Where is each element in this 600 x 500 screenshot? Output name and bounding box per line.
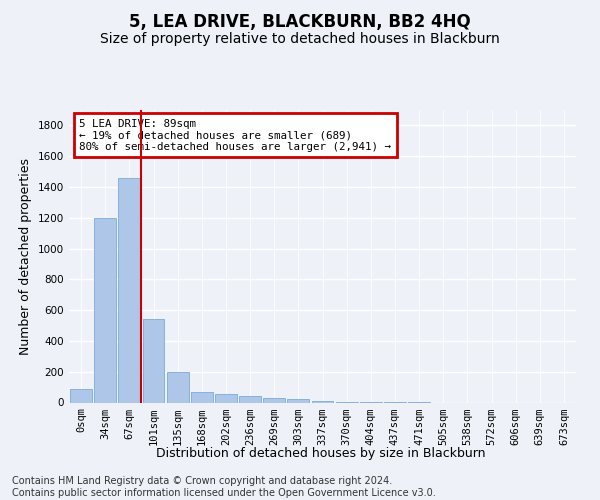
Bar — [94, 218, 116, 402]
Text: Contains HM Land Registry data © Crown copyright and database right 2024.
Contai: Contains HM Land Registry data © Crown c… — [12, 476, 436, 498]
Text: 5, LEA DRIVE, BLACKBURN, BB2 4HQ: 5, LEA DRIVE, BLACKBURN, BB2 4HQ — [129, 12, 471, 30]
Bar — [287, 398, 309, 402]
Text: 5 LEA DRIVE: 89sqm
← 19% of detached houses are smaller (689)
80% of semi-detach: 5 LEA DRIVE: 89sqm ← 19% of detached hou… — [79, 119, 391, 152]
Bar — [215, 394, 237, 402]
Text: Distribution of detached houses by size in Blackburn: Distribution of detached houses by size … — [156, 448, 486, 460]
Bar — [70, 388, 92, 402]
Bar — [263, 398, 285, 402]
Text: Size of property relative to detached houses in Blackburn: Size of property relative to detached ho… — [100, 32, 500, 46]
Bar — [143, 320, 164, 402]
Bar — [239, 396, 261, 402]
Bar — [118, 178, 140, 402]
Bar — [311, 400, 334, 402]
Y-axis label: Number of detached properties: Number of detached properties — [19, 158, 32, 355]
Bar — [191, 392, 212, 402]
Bar — [167, 372, 188, 402]
